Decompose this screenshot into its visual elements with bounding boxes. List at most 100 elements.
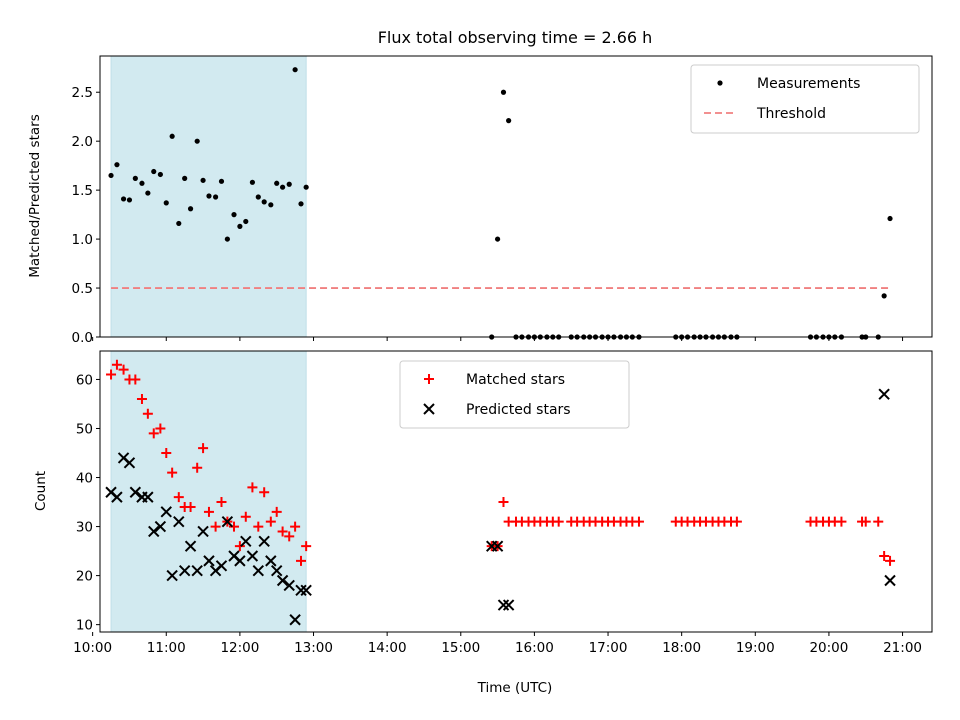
- data-point: [252, 564, 265, 577]
- data-point: [198, 443, 209, 454]
- data-point: [169, 133, 175, 139]
- data-point: [215, 560, 228, 572]
- data-point: [123, 457, 136, 469]
- x-tick-label: 16:00: [515, 640, 554, 656]
- x-tick-label: 14:00: [368, 640, 407, 656]
- data-point: [132, 175, 138, 181]
- legend-box: [690, 64, 920, 134]
- data-point: [498, 497, 509, 508]
- data-point: [126, 197, 133, 203]
- data-point: [258, 535, 270, 547]
- data-point: [301, 541, 312, 552]
- data-point: [286, 181, 292, 187]
- data-point: [298, 201, 304, 207]
- data-point: [111, 359, 122, 370]
- data-point: [148, 525, 160, 538]
- y-tick-label: 2.5: [72, 85, 93, 101]
- data-point: [191, 564, 203, 577]
- bottom-plot-area: 10 20 30 40 50 60 10:00 11:00 12:00 13:00 14:00 15:…: [73, 350, 933, 656]
- data-point: [284, 531, 295, 542]
- top-legend: Measurements Threshold: [690, 64, 920, 134]
- data-point: [224, 236, 230, 242]
- data-point: [200, 177, 206, 183]
- data-point: [197, 525, 209, 538]
- data-point: [192, 462, 203, 473]
- data-point: [240, 535, 252, 547]
- x-tick-label: 11:00: [147, 640, 186, 656]
- y-tick-label: 50: [76, 421, 93, 437]
- y-tick-label: 1.5: [72, 183, 93, 199]
- data-point: [881, 293, 887, 299]
- x-tick-label: 20:00: [809, 640, 848, 656]
- data-point: [163, 200, 169, 206]
- data-point: [157, 171, 163, 178]
- y-tick-label: 30: [76, 520, 93, 536]
- data-point: [731, 516, 742, 527]
- axes-frame: [99, 55, 933, 338]
- y-tick-label: 20: [76, 569, 93, 585]
- data-point: [212, 194, 219, 200]
- data-point: [878, 388, 890, 400]
- data-point: [290, 521, 301, 532]
- data-point: [553, 516, 564, 527]
- data-point: [120, 196, 127, 202]
- data-point: [279, 184, 286, 190]
- data-point: [265, 555, 277, 567]
- y-tick-label: 2.0: [72, 134, 93, 150]
- y-tick-label: 60: [76, 372, 93, 388]
- data-point: [139, 180, 145, 186]
- data-point: [265, 516, 276, 527]
- data-point: [296, 555, 307, 566]
- bottom-x-axis-label: Time (UTC): [477, 680, 553, 696]
- data-point: [182, 175, 188, 181]
- data-point: [114, 162, 120, 168]
- data-point: [303, 184, 309, 190]
- series-1: [106, 359, 896, 566]
- data-point: [194, 138, 200, 144]
- data-point: [240, 511, 251, 522]
- y-tick-label: 40: [76, 471, 93, 487]
- x-tick-label: 18:00: [662, 640, 701, 656]
- data-point: [161, 448, 172, 459]
- legend-swatch: [424, 374, 434, 384]
- bottom-chart: 10 20 30 40 50 60 10:00 11:00 12:00 13:00 14:00 15:…: [33, 350, 933, 696]
- data-point: [249, 179, 256, 185]
- data-point: [873, 516, 884, 527]
- data-point: [497, 599, 510, 611]
- data-point: [274, 180, 280, 186]
- data-point: [221, 515, 234, 528]
- data-point: [887, 215, 893, 222]
- data-point: [243, 218, 249, 225]
- data-point: [836, 516, 847, 527]
- data-point: [142, 408, 153, 419]
- data-point: [271, 506, 282, 517]
- data-point: [185, 501, 196, 512]
- x-tick-label: 21:00: [883, 640, 922, 656]
- data-point: [176, 220, 182, 227]
- data-point: [130, 374, 141, 385]
- data-point: [292, 67, 298, 73]
- data-point: [203, 506, 214, 517]
- data-point: [276, 574, 289, 587]
- legend-label: Matched stars: [466, 372, 565, 388]
- observing-span: [110, 350, 307, 633]
- data-point: [148, 428, 159, 439]
- data-point: [502, 599, 515, 611]
- data-point: [289, 614, 301, 626]
- data-point: [271, 564, 283, 577]
- data-point: [142, 491, 154, 503]
- data-point: [237, 223, 243, 229]
- data-point: [145, 190, 151, 196]
- data-point: [160, 506, 172, 518]
- data-point: [259, 487, 270, 498]
- data-point: [184, 540, 197, 552]
- data-point: [506, 118, 512, 124]
- data-point: [216, 497, 227, 508]
- data-point: [206, 193, 212, 199]
- data-point: [879, 550, 890, 561]
- x-tick-label: 15:00: [441, 640, 480, 656]
- data-point: [203, 555, 215, 567]
- data-point: [218, 178, 225, 184]
- data-point: [295, 584, 307, 597]
